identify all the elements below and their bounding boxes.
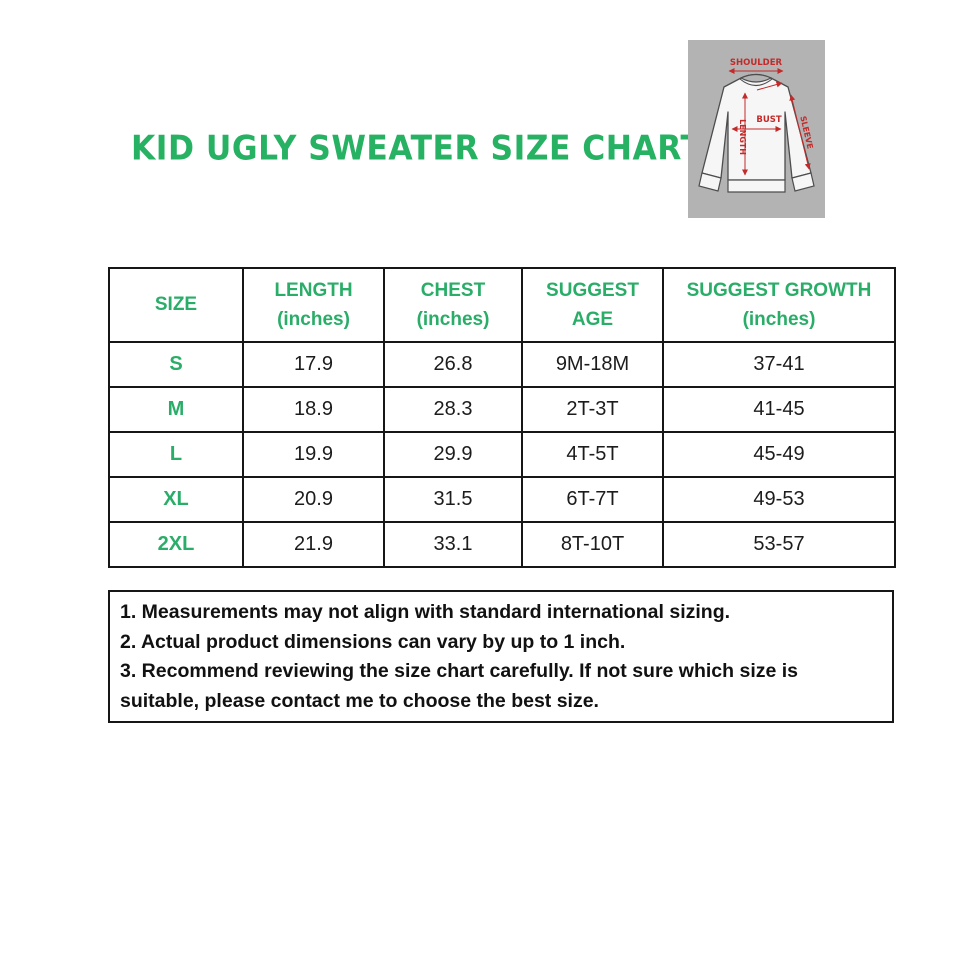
growth-value: 41-45 [662, 386, 896, 433]
shoulder-label: SHOULDER [730, 58, 783, 68]
size-label: M [108, 386, 244, 433]
chest-value: 31.5 [383, 476, 523, 523]
sweater-collar-band [739, 78, 773, 87]
age-value: 8T-10T [521, 521, 664, 568]
note-line-2: 2. Actual product dimensions can vary by… [120, 630, 626, 653]
size-label: S [108, 341, 244, 388]
col-header-chest: CHEST (inches) [383, 267, 523, 343]
table-row-m: M 18.9 28.3 2T-3T 41-45 [108, 386, 896, 433]
table-row-2xl: 2XL 21.9 33.1 8T-10T 53-57 [108, 521, 896, 568]
header-row: SIZE LENGTH (inches) CHEST (inches) SUGGES… [108, 267, 896, 343]
sleeve-arrow [789, 94, 811, 170]
length-value: 17.9 [242, 341, 385, 388]
sweater-cuff-right [791, 172, 815, 192]
chest-value: 26.8 [383, 341, 523, 388]
col-header-suggest-growth: SUGGEST GROWTH (inches) [662, 267, 896, 343]
age-value: 9M-18M [521, 341, 664, 388]
age-value: 2T-3T [521, 386, 664, 433]
notes-box: 1. Measurements may not align with stand… [108, 590, 894, 723]
length-value: 21.9 [242, 521, 385, 568]
page-title: KID UGLY SWEATER SIZE CHART [131, 128, 703, 168]
size-label: L [108, 431, 244, 478]
table-row-l: L 19.9 29.9 4T-5T 45-49 [108, 431, 896, 478]
chest-value: 29.9 [383, 431, 523, 478]
size-label: XL [108, 476, 244, 523]
note-line-3: 3. Recommend reviewing the size chart ca… [120, 660, 799, 712]
size-label: 2XL [108, 521, 244, 568]
sweater-neck-opening [739, 73, 773, 83]
sweater-cuff-left [698, 172, 722, 192]
sweater-measurement-diagram: SHOULDER BUST LENGTH SLEEVE [688, 40, 825, 218]
growth-value: 49-53 [662, 476, 896, 523]
table-row-xl: XL 20.9 31.5 6T-7T 49-53 [108, 476, 896, 523]
chest-value: 28.3 [383, 386, 523, 433]
length-label: LENGTH [738, 119, 747, 155]
length-value: 20.9 [242, 476, 385, 523]
table-row-s: S 17.9 26.8 9M-18M 37-41 [108, 341, 896, 388]
note-line-1: 1. Measurements may not align with stand… [120, 601, 731, 623]
age-value: 4T-5T [521, 431, 664, 478]
col-header-length: LENGTH (inches) [242, 267, 385, 343]
length-value: 19.9 [242, 431, 385, 478]
bust-label: BUST [756, 115, 782, 125]
growth-value: 37-41 [662, 341, 896, 388]
sweater-hem [727, 179, 786, 193]
growth-value: 53-57 [662, 521, 896, 568]
length-value: 18.9 [242, 386, 385, 433]
size-table: SIZE LENGTH (inches) CHEST (inches) SUGGES… [108, 267, 896, 568]
chest-value: 33.1 [383, 521, 523, 568]
growth-value: 45-49 [662, 431, 896, 478]
neck-to-shoulder-arrow [756, 81, 783, 91]
col-header-suggest-age: SUGGEST AGE [521, 267, 664, 343]
col-header-size: SIZE [108, 267, 244, 343]
age-value: 6T-7T [521, 476, 664, 523]
